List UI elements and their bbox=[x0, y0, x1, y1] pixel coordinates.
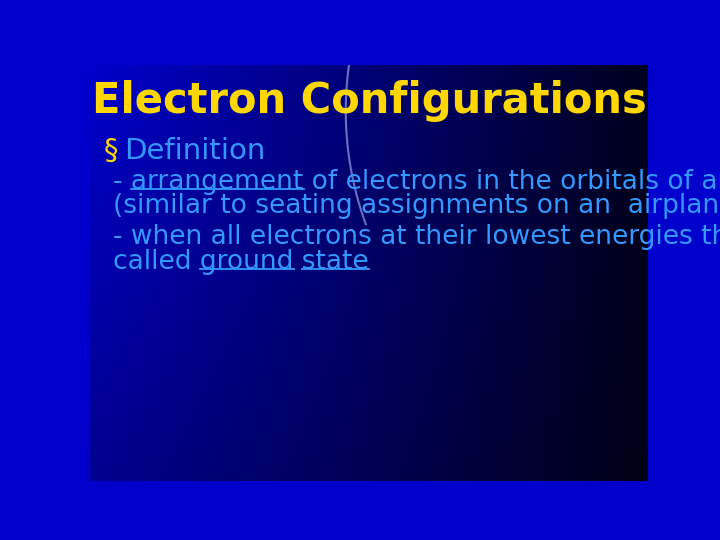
Text: Electron Configurations: Electron Configurations bbox=[91, 80, 647, 122]
Text: called ground state: called ground state bbox=[113, 249, 369, 275]
Text: Definition: Definition bbox=[124, 137, 266, 165]
Text: - arrangement of electrons in the orbitals of an atom: - arrangement of electrons in the orbita… bbox=[113, 169, 720, 195]
Text: - when all electrons at their lowest energies this is: - when all electrons at their lowest ene… bbox=[113, 224, 720, 250]
Text: arrangement: arrangement bbox=[113, 169, 286, 195]
Text: ground: ground bbox=[113, 249, 207, 275]
Text: state: state bbox=[113, 249, 180, 275]
Text: called: called bbox=[113, 249, 200, 275]
Text: -: - bbox=[113, 169, 131, 195]
Text: ground: ground bbox=[113, 249, 215, 275]
Text: §: § bbox=[104, 137, 119, 165]
Text: (similar to seating assignments on an  airplane): (similar to seating assignments on an ai… bbox=[113, 193, 720, 219]
